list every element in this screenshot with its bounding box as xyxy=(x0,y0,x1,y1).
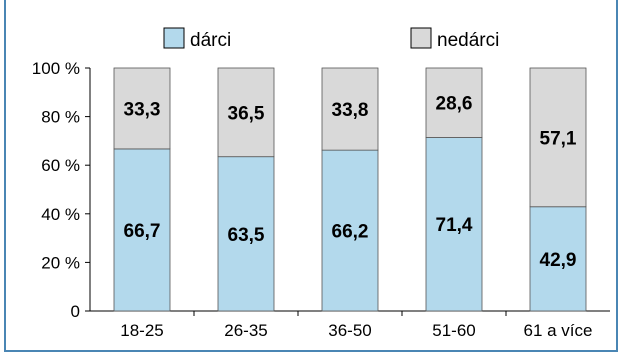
chart-frame: dárci nedárci 0 20 % 40 % 60 % 80 % 100 % 18-2… xyxy=(4,0,618,352)
bar-segment-darci xyxy=(217,156,275,312)
data-label: 63,5 xyxy=(228,225,265,246)
data-label: 57,1 xyxy=(540,128,577,149)
bar-segment-darci xyxy=(113,148,171,312)
legend-label-darci: dárci xyxy=(190,30,231,51)
data-label: 66,7 xyxy=(124,221,161,242)
bars xyxy=(113,67,587,312)
legend: dárci nedárci xyxy=(163,27,499,51)
y-tick-label: 100 % xyxy=(32,59,80,78)
bar-segment-darci xyxy=(425,137,483,312)
data-label: 66,2 xyxy=(332,222,369,243)
data-labels: 66,7 33,3 63,5 36,5 66,2 33,8 71,4 28,6 42,9 57,1 xyxy=(124,94,577,271)
y-tick-label: 20 % xyxy=(41,253,80,272)
data-label: 28,6 xyxy=(436,94,473,115)
bar-segment-nedarci xyxy=(217,67,275,158)
bar-segment-nedarci xyxy=(425,67,483,138)
y-tick-label: 80 % xyxy=(41,108,80,127)
y-tick-label: 0 xyxy=(71,302,80,321)
data-label: 36,5 xyxy=(228,103,265,124)
x-tick-label: 36-50 xyxy=(328,321,371,340)
legend-swatch-nedarci xyxy=(410,27,432,49)
x-tick-label: 51-60 xyxy=(432,321,475,340)
data-label: 71,4 xyxy=(436,215,473,236)
x-tick-label: 18-25 xyxy=(120,321,163,340)
bar-segment-darci xyxy=(529,206,587,312)
y-tick-label: 40 % xyxy=(41,205,80,224)
x-tick-label: 26-35 xyxy=(224,321,267,340)
legend-label-nedarci: nedárci xyxy=(437,30,499,51)
bar-segment-darci xyxy=(321,149,379,312)
y-tick-label: 60 % xyxy=(41,156,80,175)
x-tick-label: 61 a více xyxy=(524,321,593,340)
bar-segment-nedarci xyxy=(321,67,379,151)
stacked-bar-chart: dárci nedárci 0 20 % 40 % 60 % 80 % 100 % 18-2… xyxy=(32,27,610,340)
bar-segment-nedarci xyxy=(113,67,171,150)
data-label: 42,9 xyxy=(540,250,577,271)
data-label: 33,8 xyxy=(332,100,369,121)
data-label: 33,3 xyxy=(124,99,161,120)
legend-swatch-darci xyxy=(163,27,185,49)
bar-segment-nedarci xyxy=(529,67,587,208)
axes: 0 20 % 40 % 60 % 80 % 100 % 18-25 26-35 36-50 51-… xyxy=(32,59,610,340)
